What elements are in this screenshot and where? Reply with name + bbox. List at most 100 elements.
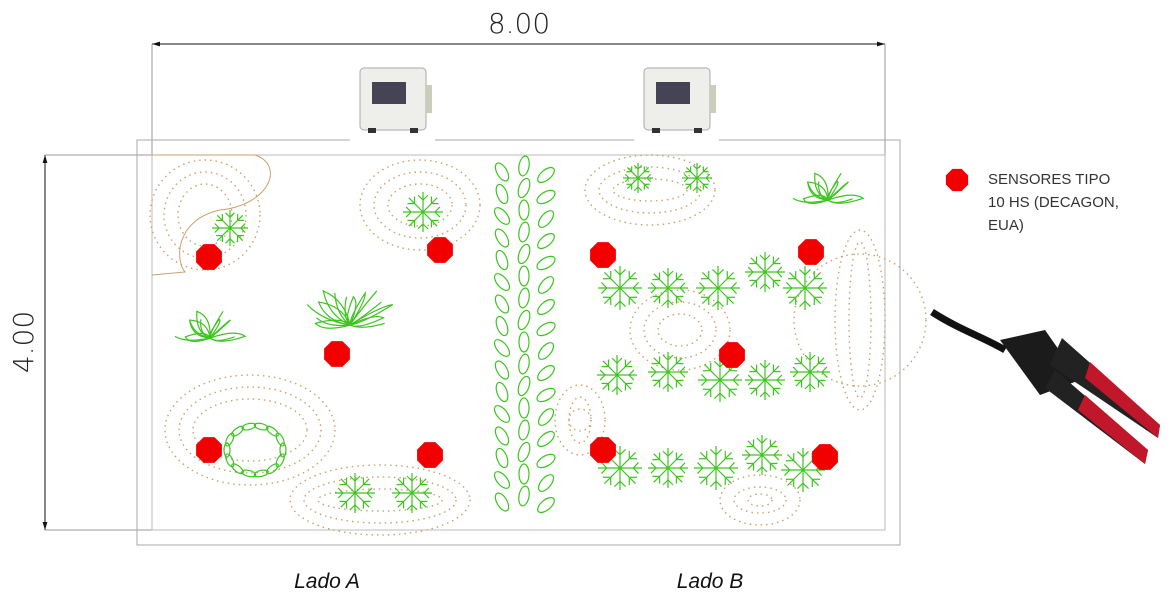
plant-stem — [716, 452, 732, 468]
plant-stem — [398, 493, 412, 507]
plant-stem — [620, 468, 636, 484]
plant-stem — [714, 361, 720, 366]
sand-area — [613, 179, 687, 201]
plant-stem — [620, 452, 636, 468]
plant — [790, 352, 830, 392]
leaf — [519, 266, 529, 286]
plant-stem — [762, 438, 767, 443]
plant-stem — [668, 451, 673, 456]
plant-stem — [614, 481, 620, 486]
plant-stem — [651, 283, 656, 288]
plant — [212, 210, 248, 246]
plant-stem — [784, 470, 789, 476]
plant-stem — [395, 493, 400, 498]
leaf — [493, 425, 512, 447]
leaf — [494, 381, 510, 403]
plant-stem — [230, 228, 243, 241]
plant-stem — [617, 358, 622, 363]
plant-stem — [748, 267, 753, 272]
plant-stem — [733, 380, 738, 386]
leaf — [535, 320, 557, 339]
leaf — [519, 398, 529, 418]
plant-stem — [412, 493, 426, 507]
leaf — [492, 403, 513, 425]
legend-label: EUA) — [988, 217, 1024, 234]
plant-stem — [702, 272, 718, 288]
plant-stem — [765, 366, 779, 380]
plant-stem — [603, 361, 617, 375]
plant-ring — [224, 422, 286, 478]
plant-stem — [799, 301, 805, 306]
plant-stem — [217, 215, 230, 228]
plant-stem — [765, 272, 779, 286]
leaf — [274, 453, 285, 468]
plant — [648, 352, 688, 392]
plant-stem — [805, 301, 811, 306]
plant-stem — [600, 375, 605, 380]
leaf — [519, 464, 529, 484]
plant-stem — [700, 452, 716, 468]
plant-stem — [406, 207, 411, 212]
sand-area — [644, 302, 716, 358]
plant-stem — [699, 288, 704, 294]
leaf — [536, 406, 557, 428]
plant-stem — [341, 479, 355, 493]
plant-stem — [225, 213, 230, 217]
plant-stem — [629, 375, 634, 380]
legend-label: 10 HS (DECAGON, — [988, 194, 1119, 211]
plant-stem — [757, 438, 762, 443]
plant-stem — [663, 355, 668, 360]
leaf — [828, 173, 841, 200]
plant-stem — [822, 367, 827, 372]
plant-stem — [601, 288, 606, 294]
plant-stem — [751, 258, 765, 272]
plant-stem — [774, 450, 779, 455]
leaf — [492, 271, 513, 293]
plant-stem — [686, 178, 697, 189]
plant-stem — [765, 392, 770, 397]
plant-stem — [651, 288, 656, 293]
plant-stem — [803, 483, 809, 488]
plant-stem — [423, 212, 437, 226]
leaf — [517, 287, 530, 308]
plant-stem — [638, 178, 649, 189]
plant-stem — [680, 288, 685, 293]
plant-stem — [731, 288, 736, 294]
plant — [175, 311, 245, 341]
plant-stem — [765, 380, 779, 394]
plant-stem — [355, 505, 360, 510]
leaf — [536, 274, 557, 296]
plant-stem — [435, 212, 440, 217]
plant-stem — [748, 375, 753, 380]
plant-stem — [810, 358, 824, 372]
plant-stem — [620, 288, 636, 304]
plant-stem — [805, 269, 811, 274]
plant-stem — [668, 454, 682, 468]
plant-stem — [654, 454, 668, 468]
sand-area — [304, 477, 456, 523]
leaf — [535, 165, 557, 186]
leaf — [519, 200, 529, 220]
plant-stem — [762, 467, 767, 472]
plant-stem — [367, 493, 372, 498]
plant-stem — [668, 480, 673, 485]
plant-stem — [777, 272, 782, 277]
plant-stem — [745, 450, 750, 455]
height-label: 4.00 — [7, 311, 40, 373]
plant-stem — [680, 463, 685, 468]
plant-stem — [765, 363, 770, 368]
plant-stem — [668, 372, 682, 386]
plant-stem — [720, 380, 736, 396]
leaf — [517, 155, 530, 176]
plant-stem — [748, 455, 762, 469]
leaf — [536, 208, 557, 230]
leaf — [492, 469, 513, 491]
plant-stem — [803, 451, 809, 456]
plant-stem — [760, 363, 765, 368]
plant-stem — [423, 224, 428, 229]
leaf — [535, 297, 557, 318]
plant-stem — [668, 355, 673, 360]
leaf — [493, 227, 512, 249]
leaf — [516, 177, 532, 199]
plant-stem — [663, 451, 668, 456]
